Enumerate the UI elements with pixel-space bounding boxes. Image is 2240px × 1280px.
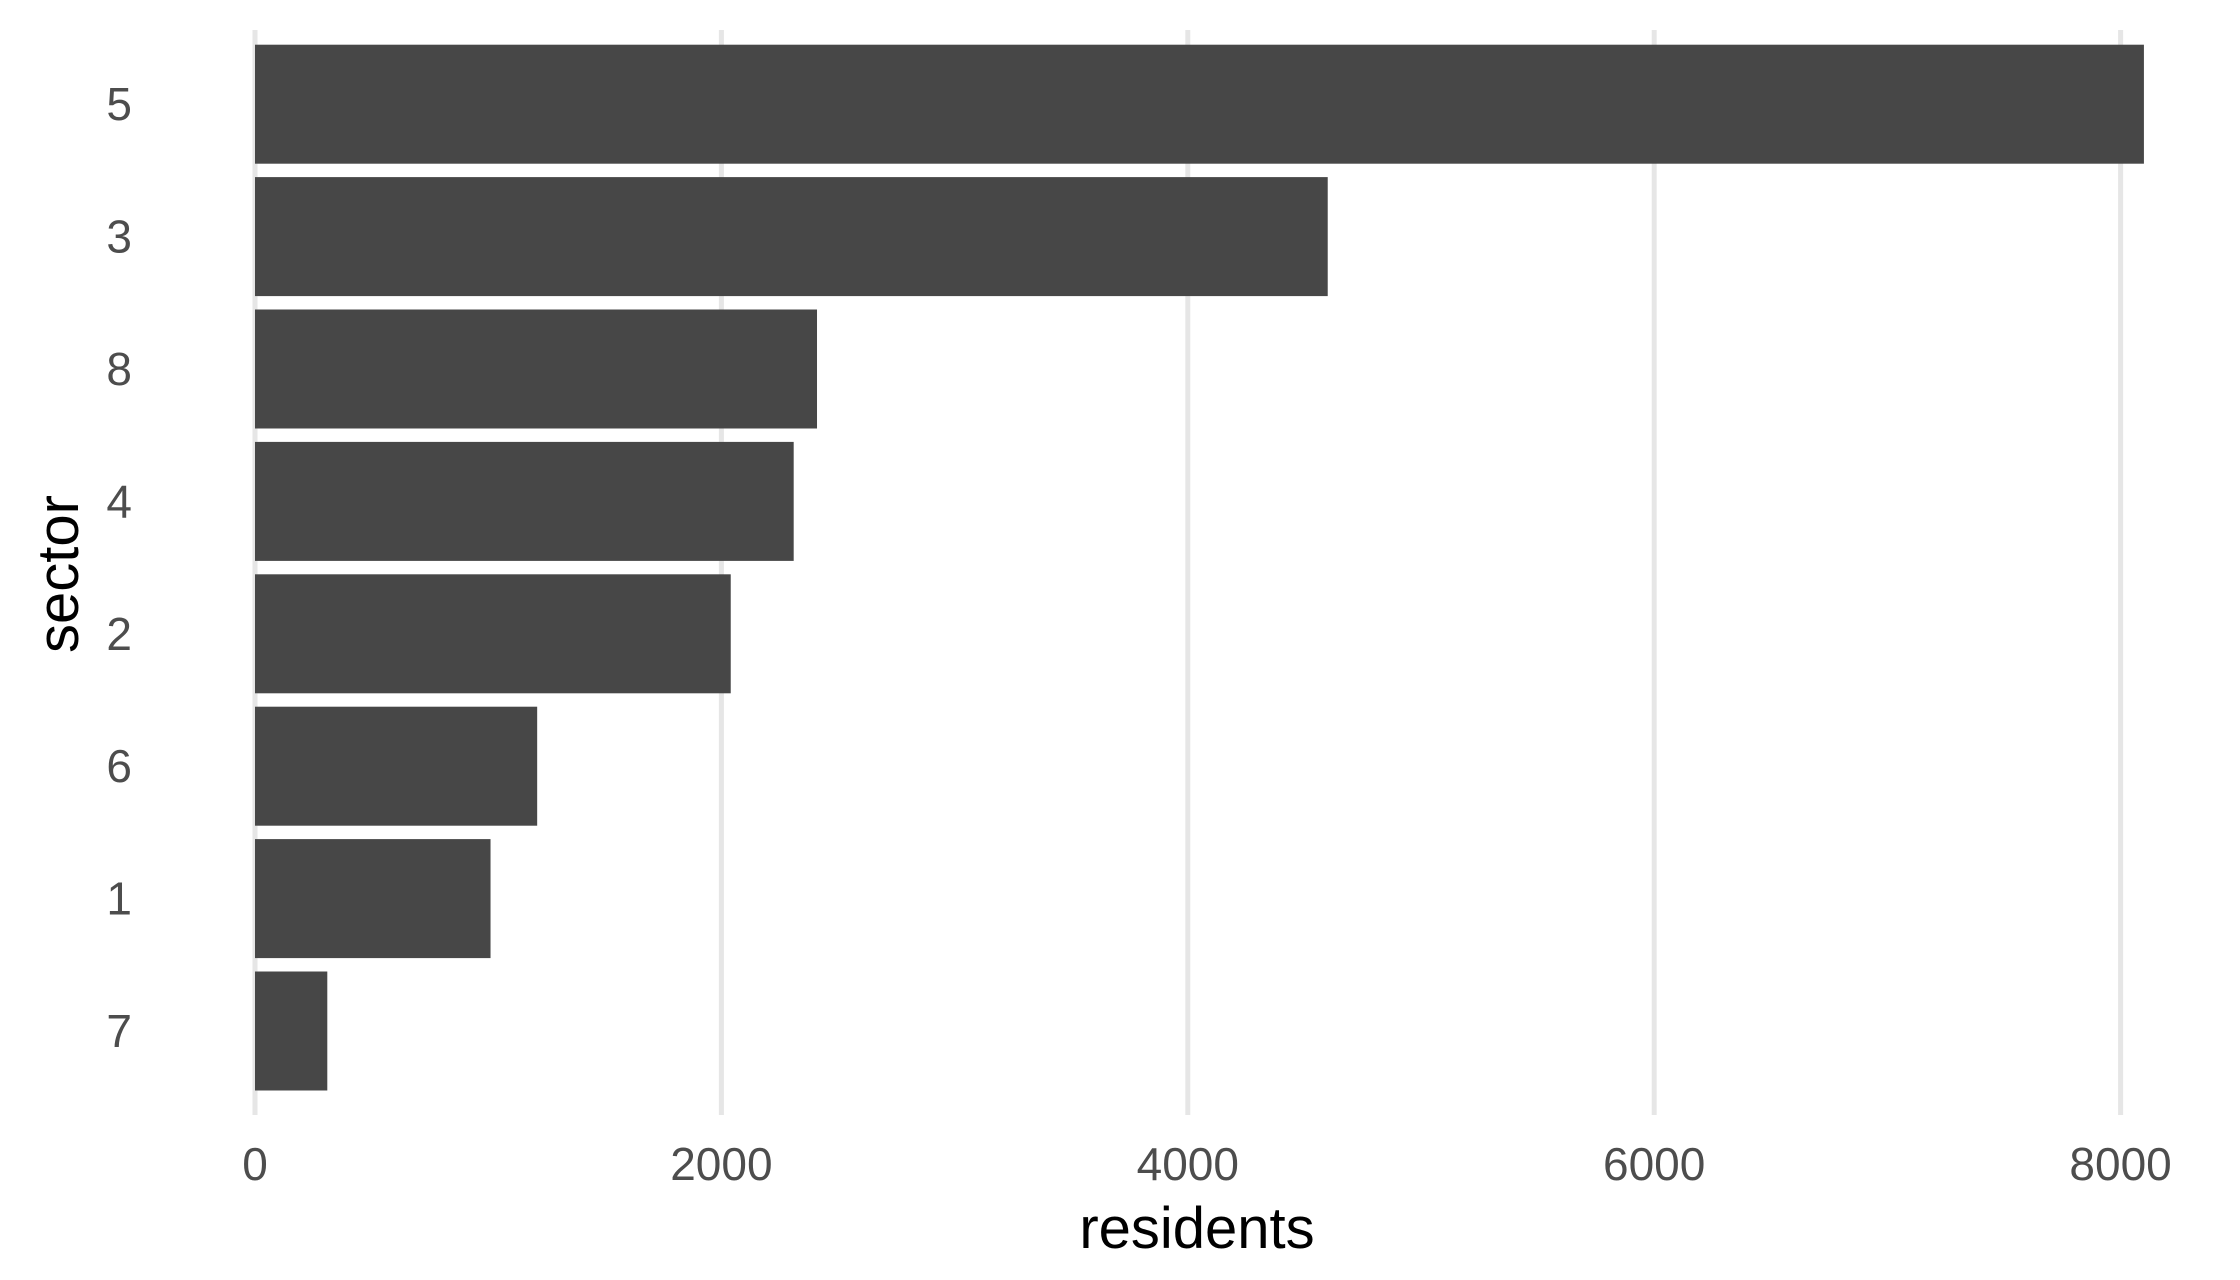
y-tick-label-3: 3	[106, 211, 132, 263]
bar-sector-3	[255, 177, 1328, 297]
x-axis-title: residents	[1079, 1196, 1314, 1261]
bars	[255, 44, 2144, 1091]
x-tick-label-4000: 4000	[1137, 1138, 1239, 1190]
y-tick-label-4: 4	[106, 475, 132, 527]
y-tick-label-5: 5	[106, 78, 132, 130]
y-tick-label-6: 6	[106, 740, 132, 792]
x-tick-label-0: 0	[242, 1138, 268, 1190]
x-tick-label-6000: 6000	[1603, 1138, 1705, 1190]
bar-sector-1	[255, 839, 491, 959]
bar-sector-7	[255, 971, 328, 1091]
x-tick-label-2000: 2000	[670, 1138, 772, 1190]
y-tick-labels: 5 3 8 4 2 6 1 7	[106, 78, 132, 1057]
y-tick-label-2: 2	[106, 608, 132, 660]
bar-sector-5	[255, 44, 2144, 164]
y-tick-label-7: 7	[106, 1005, 132, 1057]
y-axis-title: sector	[26, 495, 91, 653]
bar-sector-6	[255, 706, 538, 826]
bar-sector-8	[255, 309, 818, 429]
y-tick-label-8: 8	[106, 343, 132, 395]
bar-sector-4	[255, 441, 794, 561]
x-tick-label-8000: 8000	[2069, 1138, 2171, 1190]
y-tick-label-1: 1	[106, 873, 132, 925]
bar-sector-2	[255, 574, 731, 694]
x-tick-labels: 0 2000 4000 6000 8000	[242, 1138, 2172, 1190]
